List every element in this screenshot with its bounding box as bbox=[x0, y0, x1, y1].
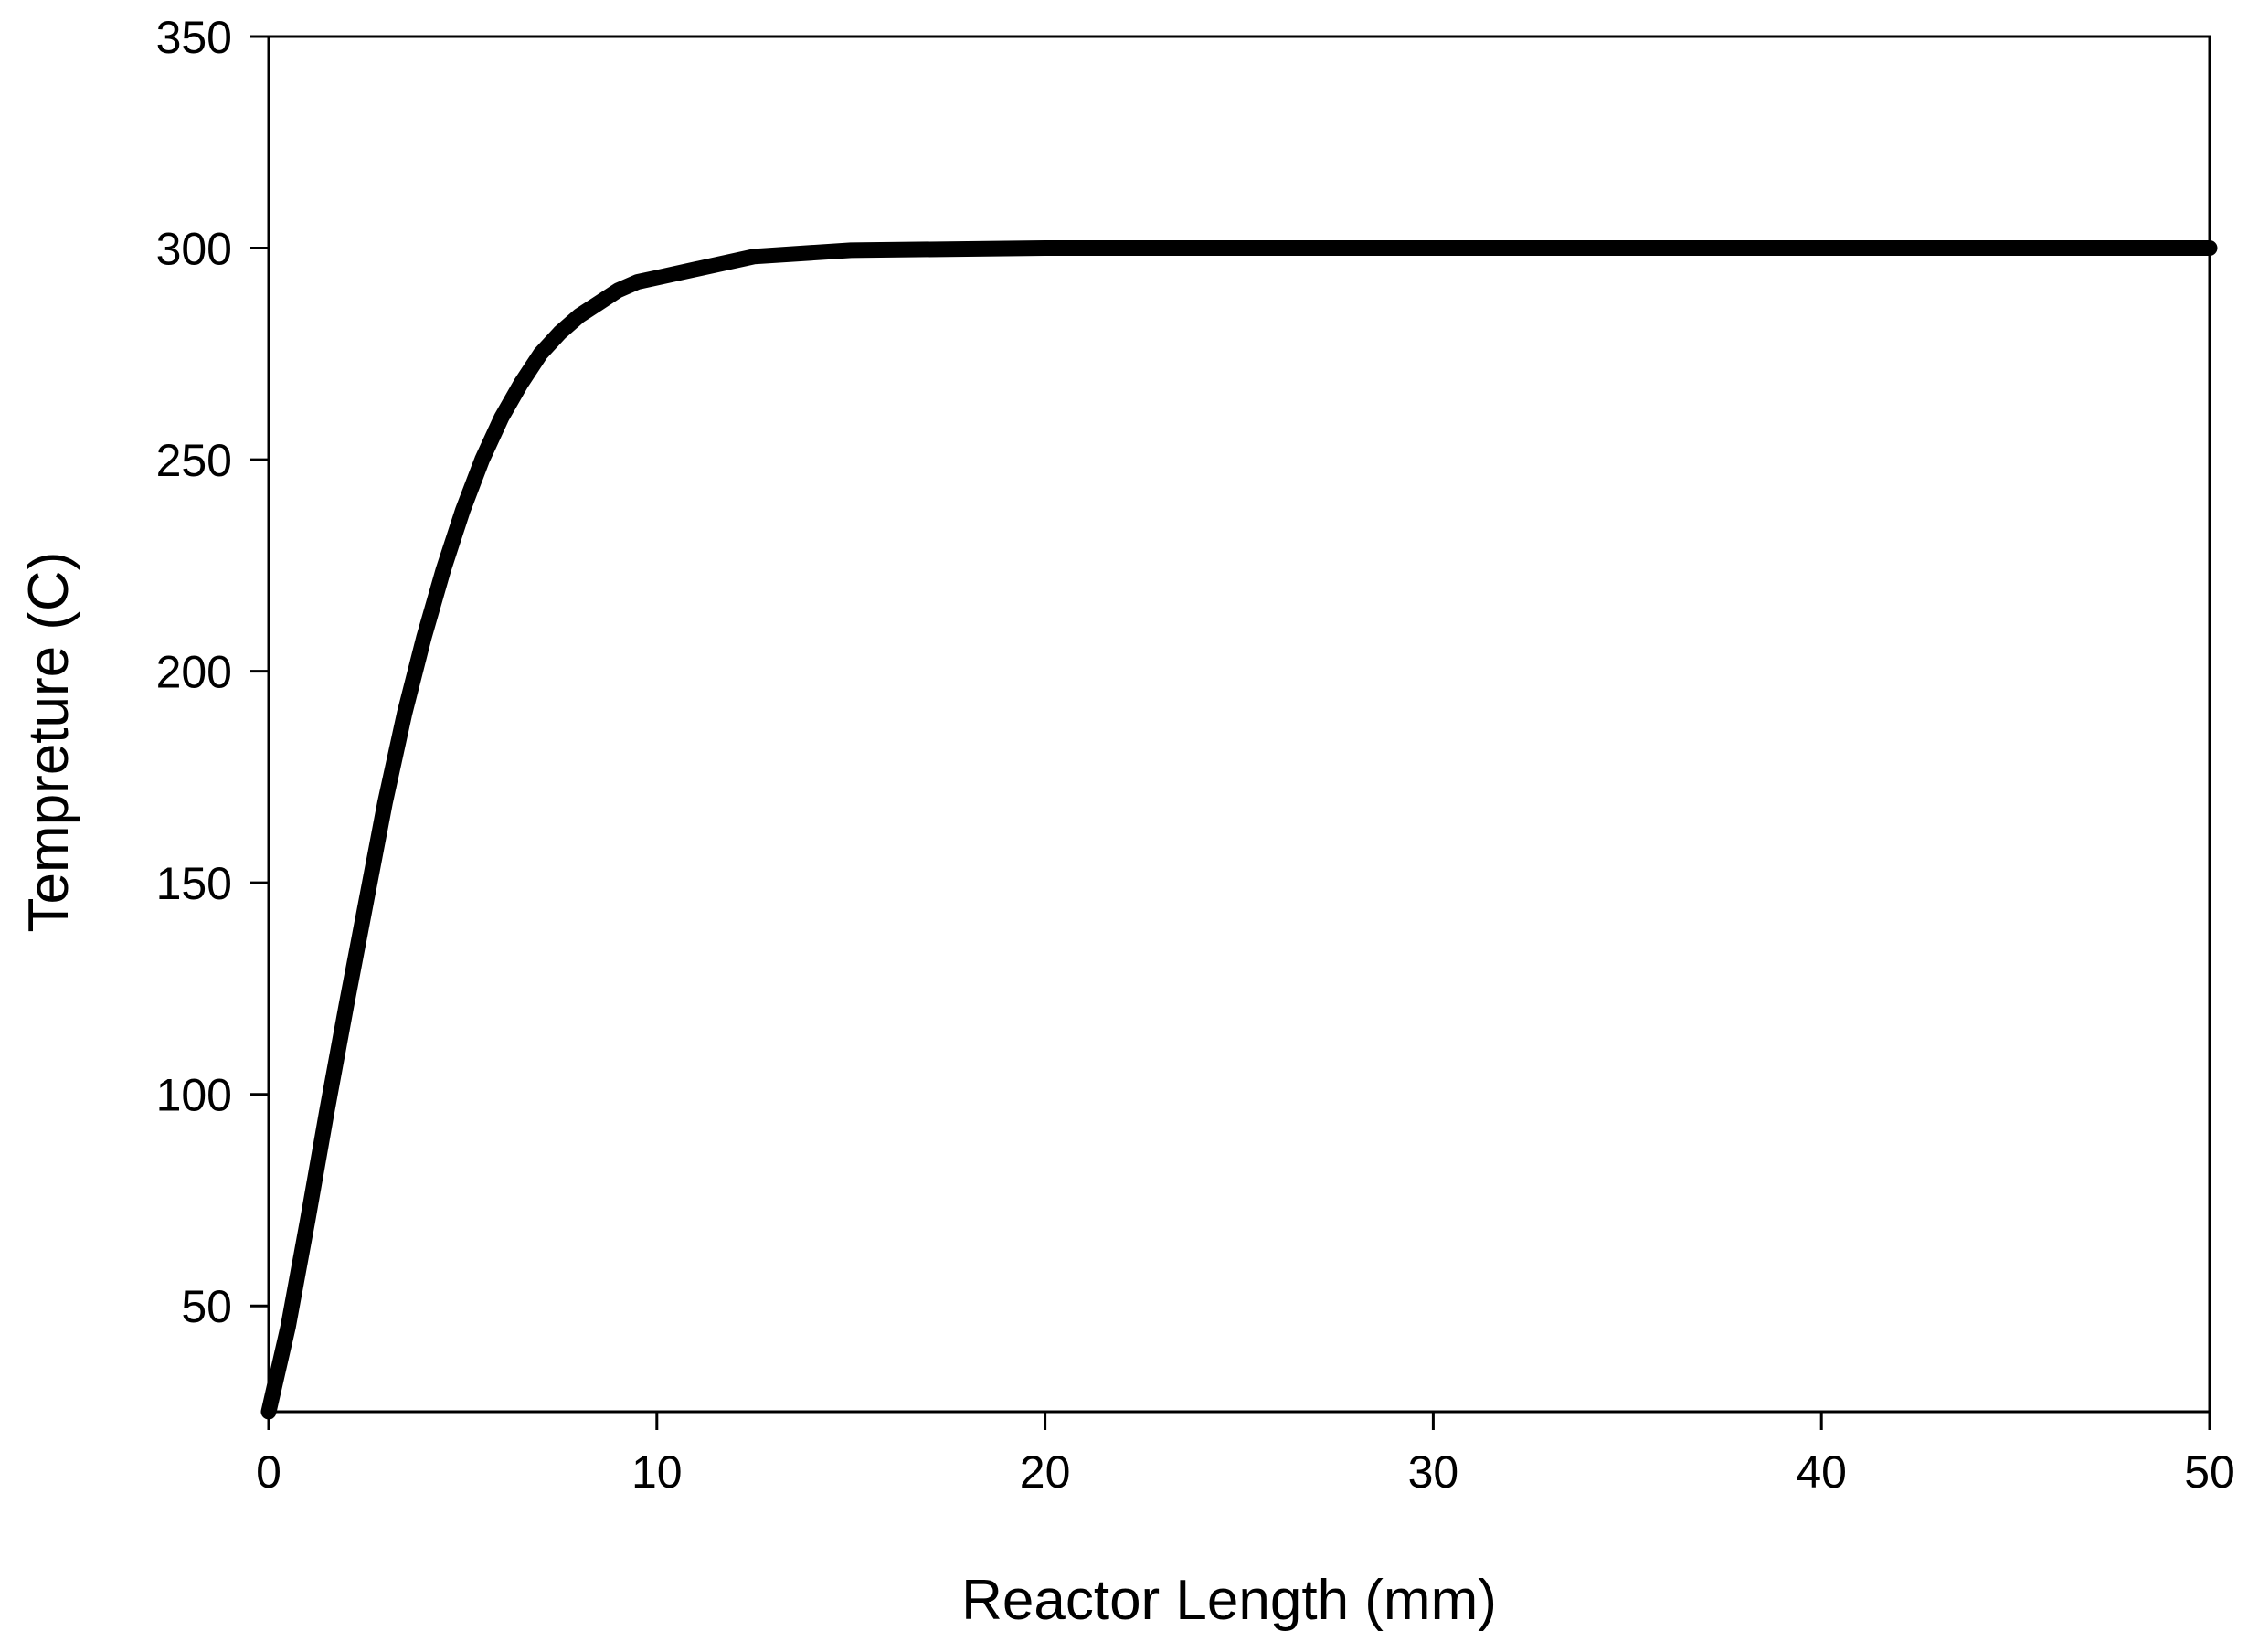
y-axis-title: Tempreture (C) bbox=[17, 552, 80, 933]
y-tick-label: 100 bbox=[156, 1070, 232, 1121]
y-tick-label: 250 bbox=[156, 435, 232, 486]
x-tick-label: 30 bbox=[1408, 1446, 1459, 1498]
y-tick-label: 300 bbox=[156, 224, 232, 275]
y-tick-label: 350 bbox=[156, 12, 232, 63]
y-axis-ticks: 50 100 150 200 250 300 350 bbox=[156, 12, 269, 1332]
y-tick-label: 150 bbox=[156, 858, 232, 909]
x-tick-label: 40 bbox=[1796, 1446, 1847, 1498]
y-tick-label: 200 bbox=[156, 647, 232, 698]
x-tick-label: 20 bbox=[1020, 1446, 1071, 1498]
series-layer bbox=[260, 240, 2218, 1420]
x-tick-label: 50 bbox=[2184, 1446, 2235, 1498]
x-axis-ticks: 0 10 20 30 40 50 bbox=[256, 1412, 2235, 1498]
x-axis-title: Reactor Length (mm) bbox=[961, 1569, 1497, 1632]
series-line-1 bbox=[260, 240, 2218, 1420]
y-tick-label: 50 bbox=[181, 1281, 232, 1332]
x-tick-label: 10 bbox=[631, 1446, 683, 1498]
plot-frame bbox=[267, 35, 2211, 1414]
plot-area bbox=[267, 35, 2211, 1414]
x-tick-label: 0 bbox=[256, 1446, 281, 1498]
